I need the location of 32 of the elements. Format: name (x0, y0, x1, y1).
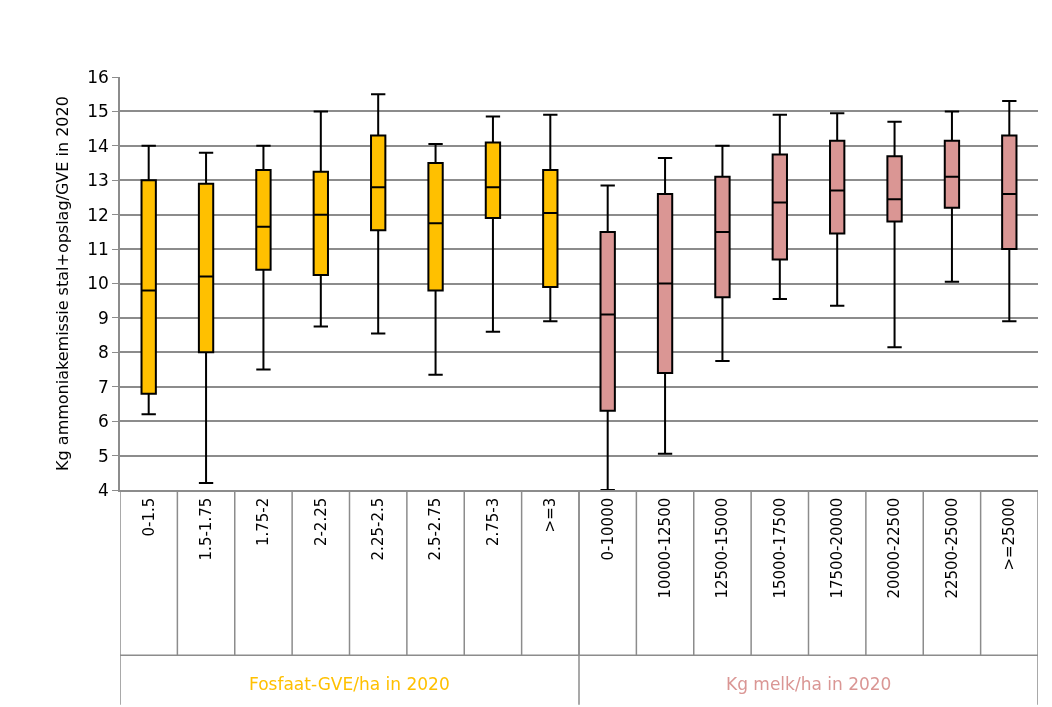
y-tick-label: 10 (87, 273, 109, 294)
x-tick-label: 1.75-2 (254, 497, 273, 547)
x-tick-label: 2.75-3 (483, 497, 502, 547)
x-tick-label: 17500-20000 (828, 497, 847, 599)
y-tick-label: 8 (98, 342, 109, 363)
x-tick-label: 2-2.25 (311, 497, 330, 547)
y-tick-label: 14 (87, 135, 109, 156)
y-tick-label: 4 (98, 479, 109, 500)
x-tick-label: 15000-17500 (770, 497, 789, 599)
y-tick-label: 6 (98, 411, 109, 432)
x-tick-label: 20000-22500 (885, 497, 904, 599)
x-tick-label: 12500-15000 (713, 497, 732, 599)
x-tick-label: 1.5-1.75 (196, 497, 215, 561)
x-tick-label: 10000-12500 (655, 497, 674, 599)
text: Kg melk/ha in 2020 (726, 674, 892, 694)
x-tick-label: 0-1.5 (139, 497, 158, 537)
x-tick-label: >=25000 (1000, 497, 1019, 571)
x-tick-label: 0-10000 (598, 497, 617, 561)
y-tick-label: 11 (87, 239, 109, 260)
x-tick-label: 2.25-2.5 (369, 497, 388, 561)
x-tick-label: >=3 (541, 497, 560, 533)
y-tick-label: 5 (98, 445, 109, 466)
y-tick-label: 15 (87, 101, 109, 122)
x-tick-label: 22500-25000 (942, 497, 961, 599)
y-tick-label: 9 (98, 307, 109, 328)
y-axis-title: Kg ammoniakemissie stal+opslag/GVE in 2020 (52, 96, 72, 471)
text: Fosfaat-GVE/ha in 2020 (249, 674, 450, 694)
y-tick-label: 16 (87, 66, 109, 87)
y-tick-label: 7 (98, 376, 109, 397)
y-tick-label: 12 (87, 204, 109, 225)
y-tick-label: 13 (87, 170, 109, 191)
x-tick-label: 2.5-2.75 (426, 497, 445, 561)
